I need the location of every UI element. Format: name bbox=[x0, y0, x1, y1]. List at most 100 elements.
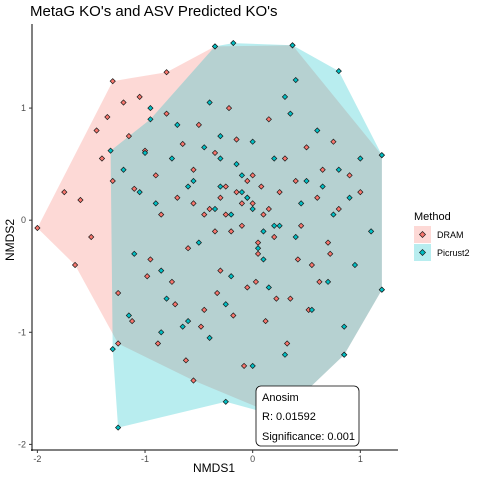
point-dram bbox=[252, 278, 260, 285]
point-dram bbox=[109, 177, 116, 185]
point-dram bbox=[206, 205, 213, 213]
point-dram bbox=[136, 93, 143, 100]
point-picrust2 bbox=[222, 301, 229, 308]
point-dram bbox=[190, 200, 197, 207]
point-picrust2 bbox=[179, 323, 186, 330]
point-dram bbox=[115, 289, 122, 297]
point-dram bbox=[172, 301, 179, 308]
anosim-annotation: Anosim R: 0.01592 Significance: 0.001 bbox=[255, 385, 360, 447]
point-dram bbox=[168, 278, 176, 285]
point-picrust2 bbox=[281, 93, 289, 100]
point-picrust2 bbox=[341, 323, 348, 330]
point-picrust2 bbox=[287, 110, 294, 117]
point-dram bbox=[61, 189, 68, 196]
point-picrust2 bbox=[107, 147, 114, 154]
legend-marker-dram bbox=[419, 231, 426, 238]
anosim-significance: Significance: 0.001 bbox=[262, 431, 355, 443]
point-dram bbox=[217, 194, 224, 201]
point-dram bbox=[77, 196, 84, 204]
x-tick-label: -2 bbox=[33, 454, 41, 464]
point-picrust2 bbox=[351, 261, 359, 269]
point-picrust2 bbox=[222, 398, 229, 405]
point-dram bbox=[222, 211, 229, 218]
point-dram bbox=[88, 233, 95, 241]
point-dram bbox=[115, 340, 122, 347]
point-dram bbox=[125, 133, 132, 140]
point-dram bbox=[131, 185, 138, 192]
point-dram bbox=[93, 127, 100, 134]
legend-title: Method bbox=[414, 211, 451, 223]
y-tick-label: 1 bbox=[21, 103, 26, 113]
point-dram bbox=[158, 211, 165, 218]
point-dram bbox=[287, 295, 294, 302]
point-dram bbox=[184, 245, 192, 252]
point-dram bbox=[228, 228, 235, 235]
point-dram bbox=[34, 224, 41, 232]
point-picrust2 bbox=[147, 116, 154, 123]
point-picrust2 bbox=[260, 228, 267, 235]
point-dram bbox=[120, 99, 127, 106]
point-picrust2 bbox=[238, 172, 246, 179]
x-tick-label: -1 bbox=[141, 454, 149, 464]
point-picrust2 bbox=[314, 127, 321, 134]
point-dram bbox=[201, 211, 208, 218]
point-picrust2 bbox=[260, 256, 267, 263]
point-picrust2 bbox=[125, 312, 132, 319]
y-tick-label: 0 bbox=[21, 215, 26, 225]
axes: -2 -1 0 1 -2 -1 0 1 bbox=[18, 24, 398, 464]
point-dram bbox=[276, 189, 283, 196]
point-dram bbox=[230, 312, 237, 319]
point-picrust2 bbox=[158, 267, 165, 274]
point-picrust2 bbox=[289, 42, 296, 49]
point-picrust2 bbox=[206, 99, 213, 106]
point-picrust2 bbox=[238, 189, 246, 196]
point-picrust2 bbox=[120, 166, 127, 173]
point-dram bbox=[222, 183, 229, 190]
point-dram bbox=[240, 362, 248, 370]
point-dram bbox=[330, 138, 337, 145]
point-picrust2 bbox=[330, 211, 337, 218]
point-picrust2 bbox=[281, 351, 289, 358]
point-dram bbox=[238, 200, 246, 207]
point-layer bbox=[34, 39, 385, 431]
point-picrust2 bbox=[141, 149, 149, 157]
point-dram bbox=[265, 205, 272, 213]
point-dram bbox=[249, 172, 256, 179]
y-tick-label: -1 bbox=[18, 327, 26, 337]
point-dram bbox=[211, 149, 219, 157]
point-dram bbox=[225, 104, 233, 112]
point-picrust2 bbox=[335, 166, 342, 173]
point-dram bbox=[174, 194, 181, 201]
point-dram bbox=[190, 166, 197, 173]
point-dram bbox=[308, 261, 315, 269]
point-picrust2 bbox=[174, 121, 181, 128]
point-picrust2 bbox=[136, 189, 143, 196]
point-dram bbox=[163, 69, 170, 76]
point-dram bbox=[335, 205, 342, 213]
point-picrust2 bbox=[276, 222, 283, 229]
point-dram bbox=[104, 113, 111, 121]
point-dram bbox=[233, 189, 240, 196]
point-dram bbox=[71, 261, 79, 269]
point-picrust2 bbox=[147, 104, 154, 112]
point-picrust2 bbox=[357, 155, 364, 162]
point-picrust2 bbox=[206, 334, 213, 341]
point-dram bbox=[163, 110, 170, 117]
point-dram bbox=[238, 222, 246, 229]
point-picrust2 bbox=[211, 43, 219, 50]
point-picrust2 bbox=[249, 205, 256, 213]
point-dram bbox=[298, 222, 305, 229]
chart-title: MetaG KO's and ASV Predicted KO's bbox=[30, 3, 278, 20]
point-picrust2 bbox=[184, 317, 192, 325]
point-dram bbox=[217, 267, 224, 274]
point-picrust2 bbox=[228, 211, 235, 218]
hull-layer bbox=[37, 43, 382, 428]
point-picrust2 bbox=[217, 183, 224, 190]
anosim-r-value: R: 0.01592 bbox=[262, 411, 316, 423]
point-picrust2 bbox=[211, 205, 219, 213]
legend: Method DRAM Picrust2 bbox=[414, 211, 470, 261]
point-dram bbox=[109, 78, 116, 85]
point-dram bbox=[233, 136, 240, 143]
point-picrust2 bbox=[163, 295, 170, 302]
